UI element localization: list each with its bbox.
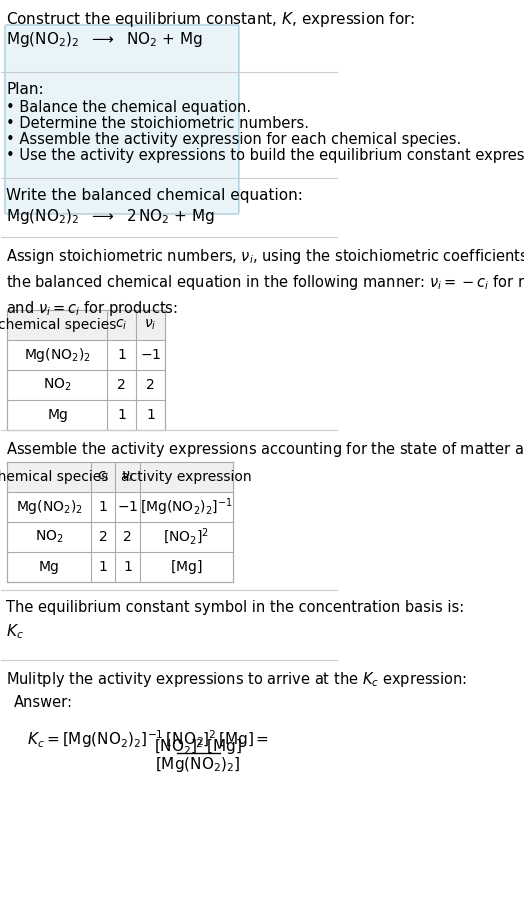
Text: $c_i$: $c_i$ [97, 470, 110, 484]
Text: $[\mathrm{NO_2}]^2$: $[\mathrm{NO_2}]^2$ [163, 527, 210, 547]
Text: $-1$: $-1$ [117, 500, 138, 514]
Text: $[\mathrm{Mg(NO_2)_2}]^{-1}$: $[\mathrm{Mg(NO_2)_2}]^{-1}$ [140, 496, 233, 518]
Text: $[\mathrm{Mg}]$: $[\mathrm{Mg}]$ [170, 558, 203, 576]
Text: Construct the equilibrium constant, $K$, expression for:: Construct the equilibrium constant, $K$,… [6, 10, 416, 29]
Text: 2: 2 [146, 378, 155, 392]
Text: 1: 1 [146, 408, 155, 422]
Text: 1: 1 [99, 500, 108, 514]
Text: $c_i$: $c_i$ [115, 318, 128, 332]
Text: • Use the activity expressions to build the equilibrium constant expression.: • Use the activity expressions to build … [6, 148, 524, 163]
Text: 2: 2 [99, 530, 107, 544]
Text: $K_c$: $K_c$ [6, 622, 24, 640]
Text: 2: 2 [123, 530, 132, 544]
Text: $\mathrm{Mg(NO_2)_2}$: $\mathrm{Mg(NO_2)_2}$ [24, 346, 91, 364]
Bar [7, 462, 233, 492]
Text: Mulitply the activity expressions to arrive at the $K_c$ expression:: Mulitply the activity expressions to arr… [6, 670, 467, 689]
Text: $\mathrm{Mg}$: $\mathrm{Mg}$ [47, 406, 68, 423]
Text: 2: 2 [117, 378, 126, 392]
Text: chemical species: chemical species [0, 318, 116, 332]
Text: Write the balanced chemical equation:: Write the balanced chemical equation: [6, 188, 303, 203]
Text: 1: 1 [117, 408, 126, 422]
Text: • Assemble the activity expression for each chemical species.: • Assemble the activity expression for e… [6, 132, 462, 147]
Text: $\nu_i$: $\nu_i$ [122, 470, 134, 484]
Text: $\mathrm{Mg(NO_2)_2}$: $\mathrm{Mg(NO_2)_2}$ [16, 498, 83, 516]
Text: 1: 1 [99, 560, 108, 574]
Text: $[\mathrm{Mg(NO_2)_2}]$: $[\mathrm{Mg(NO_2)_2}]$ [155, 755, 241, 774]
Text: $[\mathrm{NO_2}]^2\,[\mathrm{Mg}]$: $[\mathrm{NO_2}]^2\,[\mathrm{Mg}]$ [154, 735, 242, 757]
Text: 1: 1 [117, 348, 126, 362]
Text: • Determine the stoichiometric numbers.: • Determine the stoichiometric numbers. [6, 116, 309, 131]
Text: $-1$: $-1$ [140, 348, 161, 362]
Text: $\mathrm{Mg(NO_2)_2}$  $\longrightarrow$  $\mathrm{2\,NO_2}$ + $\mathrm{Mg}$: $\mathrm{Mg(NO_2)_2}$ $\longrightarrow$ … [6, 207, 215, 226]
Text: activity expression: activity expression [121, 470, 252, 484]
Text: $\nu_i$: $\nu_i$ [144, 318, 157, 332]
Text: $\mathrm{Mg(NO_2)_2}$  $\longrightarrow$  $\mathrm{NO_2}$ + $\mathrm{Mg}$: $\mathrm{Mg(NO_2)_2}$ $\longrightarrow$ … [6, 30, 203, 49]
Text: Plan:: Plan: [6, 82, 44, 97]
Text: Assemble the activity expressions accounting for the state of matter and $\nu_i$: Assemble the activity expressions accoun… [6, 440, 524, 459]
Text: Assign stoichiometric numbers, $\nu_i$, using the stoichiometric coefficients, $: Assign stoichiometric numbers, $\nu_i$, … [6, 247, 524, 318]
Bar [7, 310, 165, 430]
Bar [7, 310, 165, 340]
Text: $K_c = [\mathrm{Mg(NO_2)_2}]^{-1}\,[\mathrm{NO_2}]^2\,[\mathrm{Mg}] = $: $K_c = [\mathrm{Mg(NO_2)_2}]^{-1}\,[\mat… [27, 728, 269, 750]
Text: Answer:: Answer: [14, 695, 73, 710]
Text: $\mathrm{Mg}$: $\mathrm{Mg}$ [38, 559, 60, 576]
Text: • Balance the chemical equation.: • Balance the chemical equation. [6, 100, 252, 115]
FancyBboxPatch shape [5, 25, 239, 214]
Text: $\mathrm{NO_2}$: $\mathrm{NO_2}$ [43, 377, 72, 393]
Text: The equilibrium constant symbol in the concentration basis is:: The equilibrium constant symbol in the c… [6, 600, 464, 615]
Text: 1: 1 [123, 560, 132, 574]
Text: $\mathrm{NO_2}$: $\mathrm{NO_2}$ [35, 529, 63, 545]
Text: chemical species: chemical species [0, 470, 108, 484]
Bar [7, 462, 233, 582]
